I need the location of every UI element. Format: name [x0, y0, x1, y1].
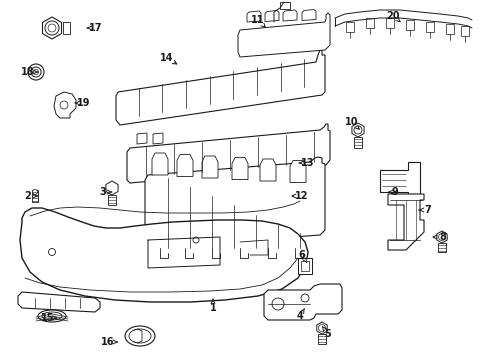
Polygon shape [231, 158, 247, 180]
Polygon shape [54, 92, 76, 118]
Ellipse shape [125, 326, 155, 346]
Text: 11: 11 [251, 15, 264, 25]
Polygon shape [445, 24, 453, 34]
Polygon shape [436, 231, 447, 243]
Polygon shape [289, 161, 305, 183]
Circle shape [28, 64, 44, 80]
Polygon shape [108, 195, 116, 205]
Polygon shape [106, 181, 118, 195]
Polygon shape [202, 156, 218, 178]
Polygon shape [460, 26, 468, 36]
Polygon shape [264, 284, 341, 320]
Text: 13: 13 [301, 158, 314, 168]
Text: 4: 4 [296, 311, 303, 321]
Text: 20: 20 [386, 11, 399, 21]
Text: 9: 9 [391, 187, 398, 197]
Polygon shape [385, 18, 393, 28]
Polygon shape [153, 133, 163, 144]
Text: 2: 2 [24, 191, 31, 201]
Polygon shape [351, 123, 364, 137]
Polygon shape [425, 22, 433, 32]
Polygon shape [32, 190, 38, 202]
Polygon shape [316, 322, 326, 334]
Polygon shape [283, 10, 296, 21]
Text: 12: 12 [295, 191, 308, 201]
Text: 5: 5 [324, 329, 331, 339]
Polygon shape [177, 154, 193, 176]
Text: 6: 6 [298, 250, 305, 260]
Polygon shape [238, 13, 329, 57]
Polygon shape [20, 208, 307, 302]
Bar [297, 258, 311, 274]
Polygon shape [264, 10, 279, 22]
Polygon shape [317, 334, 325, 344]
Text: 15: 15 [41, 313, 55, 323]
Polygon shape [346, 22, 353, 32]
Polygon shape [379, 162, 419, 200]
Text: 19: 19 [77, 98, 91, 108]
Text: 7: 7 [424, 205, 430, 215]
Text: 14: 14 [160, 53, 173, 63]
Bar [301, 261, 308, 271]
Text: 8: 8 [439, 232, 446, 242]
Text: 3: 3 [100, 187, 106, 197]
Polygon shape [260, 159, 275, 181]
Polygon shape [405, 20, 413, 30]
Polygon shape [18, 292, 100, 312]
Polygon shape [302, 9, 315, 21]
Polygon shape [63, 22, 70, 34]
Text: 17: 17 [89, 23, 102, 33]
Text: 18: 18 [21, 67, 35, 77]
Polygon shape [42, 17, 61, 39]
Polygon shape [246, 11, 261, 22]
Polygon shape [127, 124, 329, 183]
Circle shape [32, 189, 38, 194]
Text: 1: 1 [209, 303, 216, 313]
Polygon shape [437, 243, 445, 252]
Polygon shape [365, 18, 373, 28]
Polygon shape [353, 137, 361, 148]
Polygon shape [137, 133, 147, 144]
Polygon shape [152, 153, 168, 175]
Text: 16: 16 [101, 337, 115, 347]
Polygon shape [116, 50, 325, 125]
Text: 10: 10 [345, 117, 358, 127]
Ellipse shape [38, 310, 66, 322]
Polygon shape [145, 157, 325, 248]
Polygon shape [387, 194, 423, 250]
